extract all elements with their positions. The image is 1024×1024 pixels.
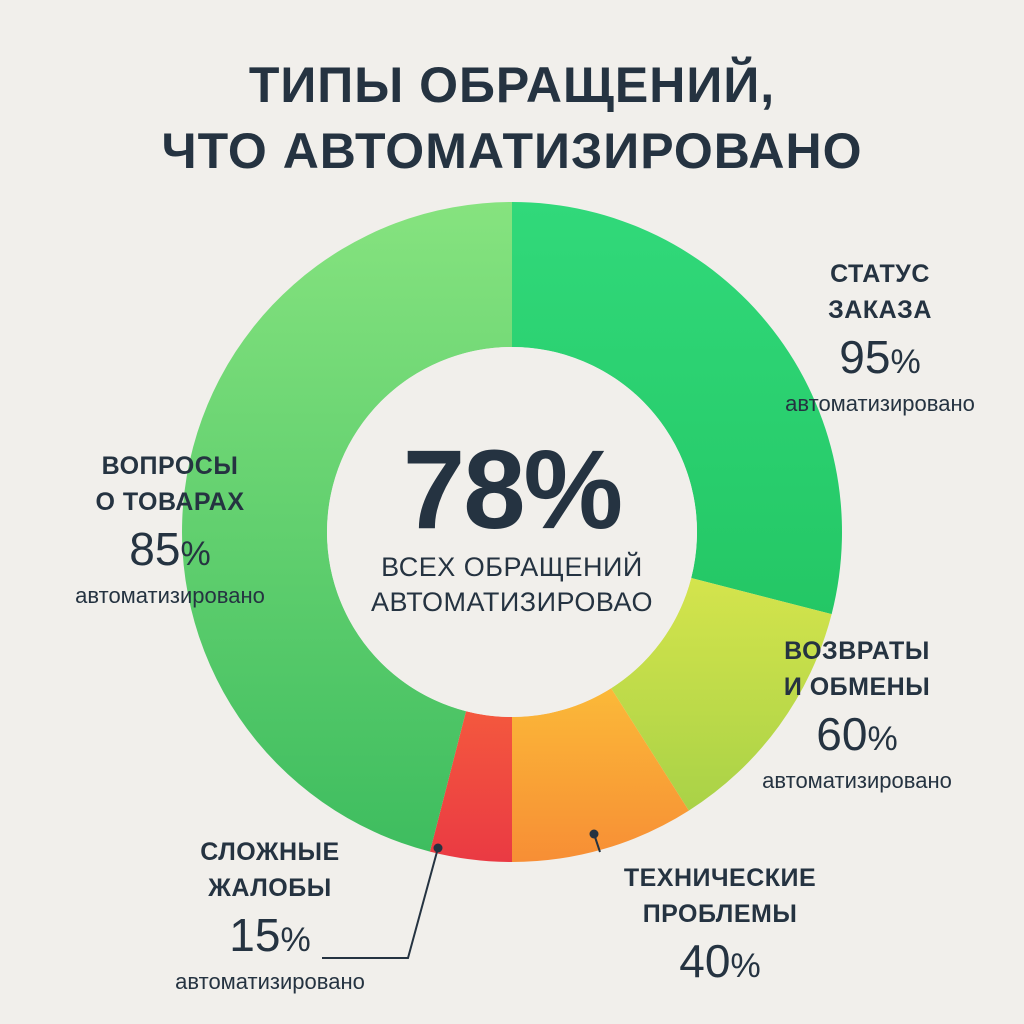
label-returns: ВОЗВРАТЫ И ОБМЕНЫ 60% автоматизировано [712,633,1002,794]
slice-products [182,202,512,852]
label-returns-percent-value: 60 [816,708,868,760]
slice-tech [512,688,689,862]
label-returns-name-2: И ОБМЕНЫ [783,673,931,701]
label-products-name-1: ВОПРОСЫ [101,452,239,480]
label-products-name-2: О ТОВАРАХ [95,488,245,516]
label-products-percent-sign: % [180,535,211,573]
label-tech-percent-value: 40 [679,935,731,987]
label-returns-automated: автоматизировано [762,768,952,793]
leader-line-complaints [322,847,439,959]
label-tech-percent: 40% [590,932,850,995]
label-tech: ТЕХНИЧЕСКИЕ ПРОБЛЕМЫ 40% [590,860,850,995]
label-products-automated: автоматизировано [75,583,265,608]
label-complaints-automated: автоматизировано [175,969,365,994]
slice-complaints [429,711,512,862]
chart-title: ТИПЫ ОБРАЩЕНИЙ, ЧТО АВТОМАТИЗИРОВАНО [0,52,1024,184]
leader-dot-tech [589,829,599,839]
leader-lines [322,829,601,959]
leader-dot-complaints [433,843,443,853]
label-complaints-percent-value: 15 [229,909,281,961]
label-returns-percent: 60% [712,705,1002,768]
label-complaints-name-2: ЖАЛОБЫ [208,874,332,902]
label-status-percent-value: 95 [839,331,891,383]
label-complaints-name-1: СЛОЖНЫЕ [200,838,340,866]
label-complaints: СЛОЖНЫЕ ЖАЛОБЫ 15% автоматизировано [125,834,415,995]
label-tech-percent-sign: % [730,947,761,985]
label-status-percent: 95% [780,328,980,391]
label-returns-percent-sign: % [867,720,898,758]
chart-title-line-1: ТИПЫ ОБРАЩЕНИЙ, [248,57,776,113]
label-status-percent-sign: % [890,343,921,381]
label-returns-name-1: ВОЗВРАТЫ [784,637,930,665]
slice-returns [611,578,832,811]
label-products-percent-value: 85 [129,523,181,575]
center-value: 78% [402,427,623,552]
label-status-automated: автоматизировано [785,391,975,416]
chart-title-line-2: ЧТО АВТОМАТИЗИРОВАНО [161,123,863,179]
label-complaints-percent: 15% [125,906,415,969]
slice-status [512,202,843,615]
center-caption-line-1: ВСЕХ ОБРАЩЕНИЙ [381,552,643,582]
donut-hole [327,347,697,717]
label-tech-name-2: ПРОБЛЕМЫ [642,900,798,928]
label-status-name-1: СТАТУС [830,260,930,288]
label-complaints-percent-sign: % [280,921,311,959]
label-products-percent: 85% [25,520,315,583]
label-tech-name-1: ТЕХНИЧЕСКИЕ [623,864,817,892]
center-summary: 78% ВСЕХ ОБРАЩЕНИЙ АВТОМАТИЗИРОВАО [322,430,702,620]
center-caption-line-2: АВТОМАТИЗИРОВАО [371,587,653,617]
label-products: ВОПРОСЫ О ТОВАРАХ 85% автоматизировано [25,448,315,609]
label-status-name-2: ЗАКАЗА [828,296,932,324]
label-status: СТАТУС ЗАКАЗА 95% автоматизировано [780,256,980,417]
